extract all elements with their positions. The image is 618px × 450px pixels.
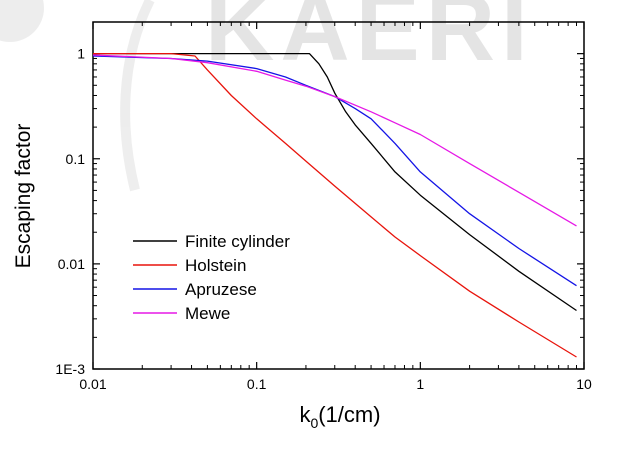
series-layer — [92, 52, 577, 358]
y-tick-label: 0.1 — [66, 151, 86, 167]
x-tick-label: 0.01 — [79, 376, 106, 392]
x-axis-label: k0(1/cm) — [299, 402, 380, 431]
plot-frame — [92, 21, 585, 370]
y-axis-label: Escaping factor — [12, 124, 35, 269]
legend-label: Holstein — [185, 256, 246, 275]
x-axis-label-subscript: 0 — [310, 415, 318, 431]
legend-label: Mewe — [185, 304, 230, 323]
series-line-apruzese — [92, 55, 577, 287]
watermark-logo-arc — [120, 0, 155, 192]
watermark: KAERI — [0, 0, 534, 192]
series-line-finite-cylinder — [93, 52, 577, 312]
y-tick-label: 1E-3 — [55, 361, 85, 377]
series-line-holstein — [93, 52, 577, 358]
watermark-logo-circle — [0, 0, 44, 42]
x-tick-label: 0.1 — [247, 376, 267, 392]
series-line-mewe — [92, 54, 577, 227]
watermark-text: KAERI — [205, 0, 534, 81]
legend-label: Apruzese — [185, 280, 257, 299]
legend: Finite cylinder Holstein Apruzese Mewe — [133, 232, 290, 323]
x-axis-label-unit: (1/cm) — [318, 402, 380, 427]
y-tick-label: 0.01 — [58, 256, 85, 272]
x-axis-label-main: k — [299, 402, 311, 427]
x-tick-label: 1 — [416, 376, 424, 392]
x-tick-label: 10 — [576, 376, 592, 392]
y-tick-label: 1 — [77, 46, 85, 62]
legend-label: Finite cylinder — [185, 232, 290, 251]
